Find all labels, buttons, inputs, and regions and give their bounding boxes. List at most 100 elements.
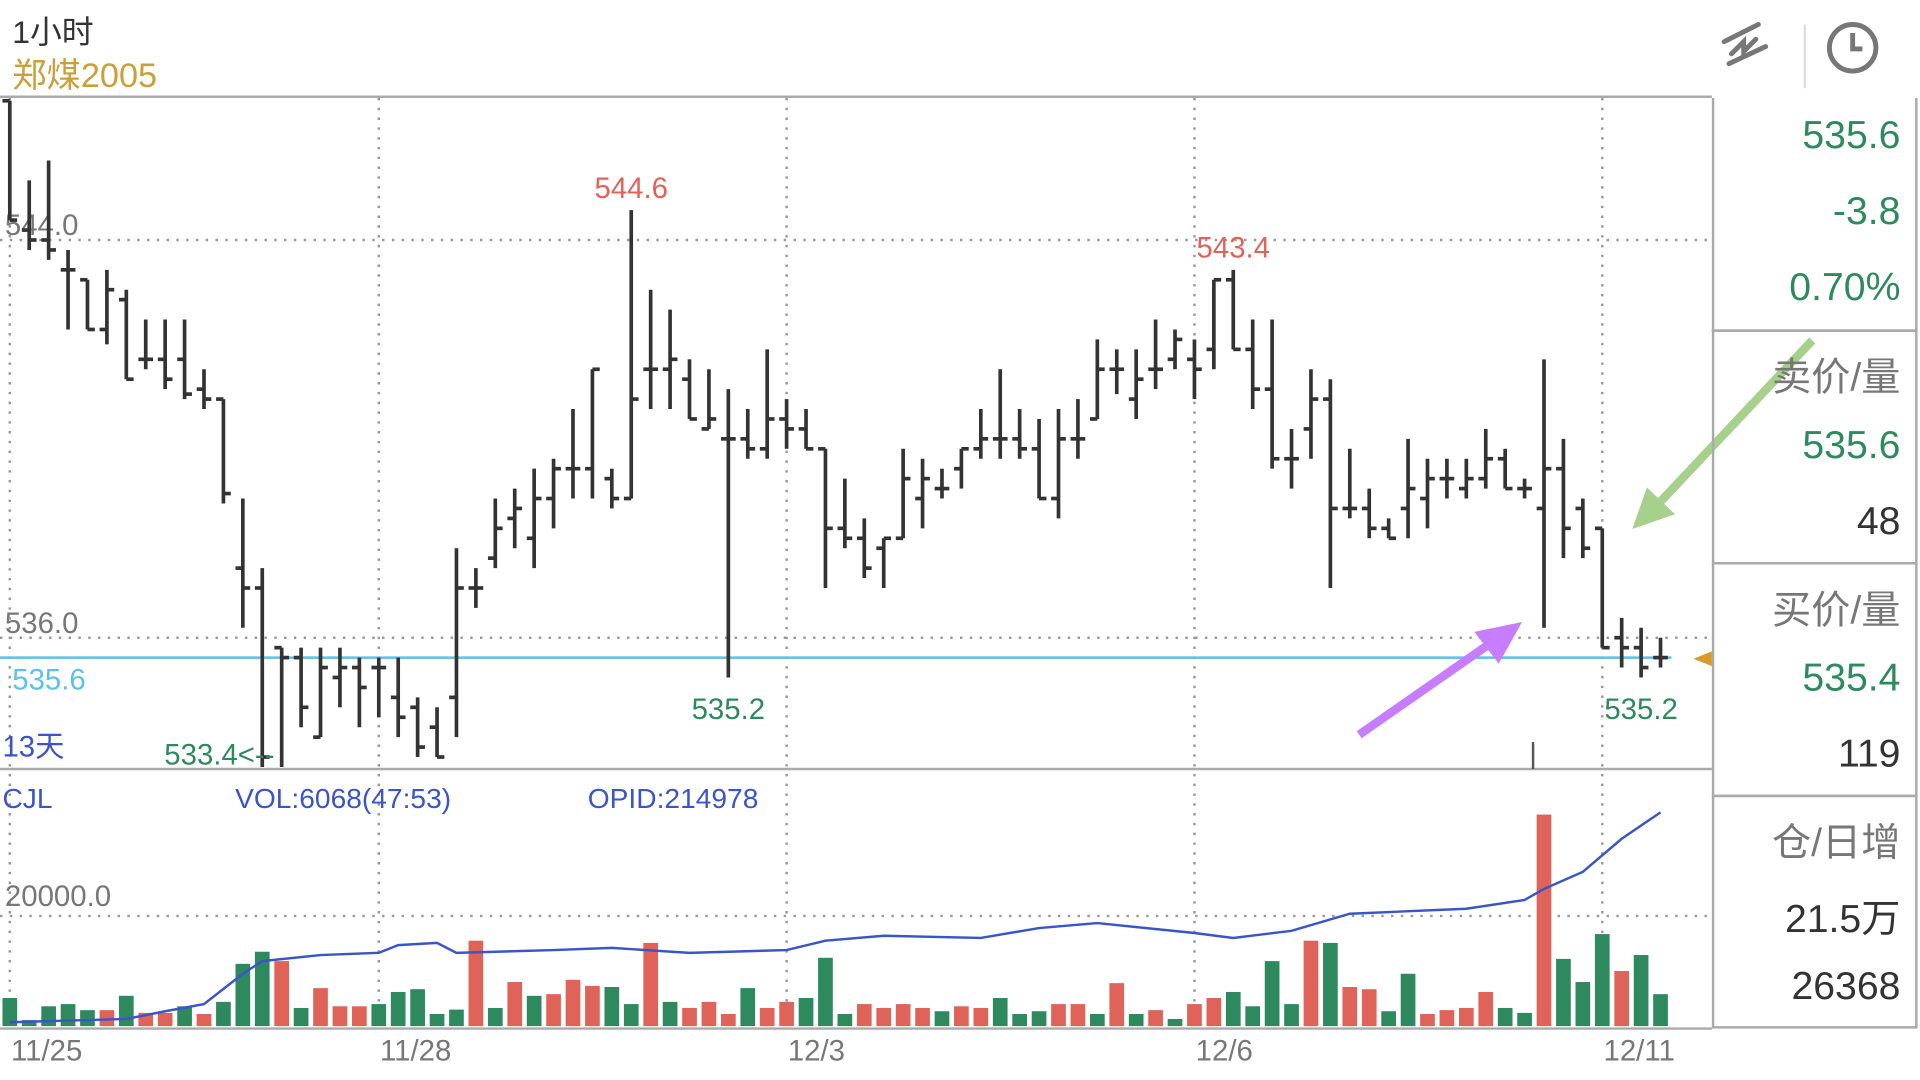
volume-bar (973, 1007, 989, 1027)
volume-bar (313, 988, 328, 1027)
ohlc-bar (487, 498, 503, 569)
bid-price: 535.4 (1802, 655, 1901, 700)
ohlc-bar (565, 409, 581, 499)
bid-quantity: 119 (1837, 731, 1901, 776)
volume-bar (1284, 1004, 1299, 1027)
volume-bar (1109, 983, 1125, 1027)
ohlc-bar (1381, 518, 1396, 541)
ohlc-bar (1575, 498, 1591, 559)
volume-bar (1187, 1004, 1202, 1027)
volume-bar (157, 1012, 173, 1027)
open-interest-readout: OPID:214978 (588, 783, 759, 814)
ohlc-bar (1225, 269, 1241, 352)
ohlc-bar (1245, 319, 1261, 410)
open-interest-line (9, 811, 1662, 1024)
ohlc-bar (235, 498, 251, 628)
ohlc-bar (1420, 458, 1435, 529)
ohlc-bar (449, 548, 464, 738)
period-label[interactable]: 1小时 (12, 13, 94, 51)
ohlc-bar (1284, 428, 1299, 489)
volume-bar (1148, 1010, 1163, 1027)
date-axis-tick: 11/28 (380, 1034, 451, 1067)
volume-bar (1012, 1014, 1028, 1027)
date-axis-tick: 11/25 (11, 1034, 82, 1067)
volume-bar (1225, 991, 1241, 1027)
ohlc-bar (876, 536, 892, 589)
volume-bar (468, 940, 484, 1027)
volume-bar (643, 942, 659, 1027)
ohlc-bar (1264, 319, 1280, 469)
ohlc-bar (157, 319, 173, 390)
volume-bar (118, 995, 134, 1027)
volume-bar (1536, 814, 1552, 1027)
volume-axis-tick: 20000.0 (5, 880, 111, 913)
ohlc-bar (1128, 349, 1144, 419)
clock-icon[interactable] (1822, 17, 1883, 78)
volume-bar (1342, 987, 1358, 1027)
ohlc-bar (721, 389, 736, 678)
ask-price: 535.6 (1802, 422, 1901, 467)
bid-label: 买价/量 (1771, 587, 1901, 632)
volume-bar (99, 1010, 115, 1027)
date-axis-tick: 12/6 (1196, 1034, 1253, 1067)
volume-bar (449, 1009, 464, 1027)
volume-pane-label: CJL (2, 783, 52, 814)
ohlc-bar (118, 289, 134, 382)
open-interest-box: 仓/日增 21.5万 26368 (1711, 794, 1918, 1029)
volume-bar (1517, 1012, 1532, 1027)
ohlc-bar (254, 568, 270, 767)
volume-bar (216, 1001, 231, 1027)
ohlc-bar (740, 409, 756, 459)
price-change: -3.8 (1832, 188, 1901, 233)
range-label: 13天 (2, 731, 64, 764)
volume-bar (818, 957, 833, 1027)
volume-readout: VOL:6068(47:53) (235, 783, 451, 814)
ohlc-bar (293, 647, 309, 728)
volume-bar (235, 963, 251, 1027)
volume-bar (798, 998, 814, 1027)
symbol-label[interactable]: 郑煤2005 (12, 56, 158, 95)
volume-bar (701, 1001, 717, 1027)
date-axis-tick: 12/3 (788, 1034, 845, 1067)
purple-arrow-icon (1356, 622, 1523, 739)
ask-box: 卖价/量 535.6 48 (1711, 329, 1918, 565)
ask-quantity: 48 (1856, 498, 1901, 543)
volume-bar (1575, 982, 1591, 1027)
volume-bar (1633, 955, 1649, 1027)
ohlc-bar (352, 657, 367, 728)
volume-bar (1653, 994, 1668, 1027)
price-annotation: 533.4<-- (164, 739, 274, 772)
open-interest-total: 21.5万 (1784, 896, 1901, 941)
volume-bar (895, 1004, 911, 1027)
ohlc-bar (1051, 409, 1066, 519)
volume-bar (1478, 991, 1494, 1027)
ohlc-bar (1167, 329, 1183, 370)
volume-bar (1400, 973, 1416, 1027)
ohlc-bar (934, 468, 950, 499)
volume-bar (1070, 1004, 1086, 1027)
volume-bar (1556, 958, 1571, 1027)
volume-bar (1031, 1011, 1047, 1027)
volume-bar (1614, 971, 1630, 1027)
ohlc-bar (643, 289, 659, 410)
header-divider (1803, 24, 1807, 89)
volume-bar (623, 1004, 639, 1027)
volume-bar (1128, 1014, 1144, 1027)
volume-bar (371, 1004, 387, 1027)
ohlc-bar (1148, 319, 1163, 390)
ohlc-bar (1089, 339, 1105, 421)
volume-bar (1323, 942, 1338, 1027)
ohlc-bar (973, 409, 989, 459)
ohlc-bar (410, 697, 425, 758)
quote-box: 535.6 -3.8 0.70% (1711, 97, 1918, 332)
ohlc-bar (313, 647, 328, 739)
volume-bar (1245, 1006, 1261, 1027)
ohlc-bar (1109, 349, 1125, 395)
drawing-tool-icon[interactable] (1714, 17, 1775, 78)
volume-bar (934, 1011, 950, 1027)
volume-bar (585, 985, 600, 1027)
ohlc-bar (1206, 277, 1222, 370)
ohlc-bar (332, 647, 348, 708)
